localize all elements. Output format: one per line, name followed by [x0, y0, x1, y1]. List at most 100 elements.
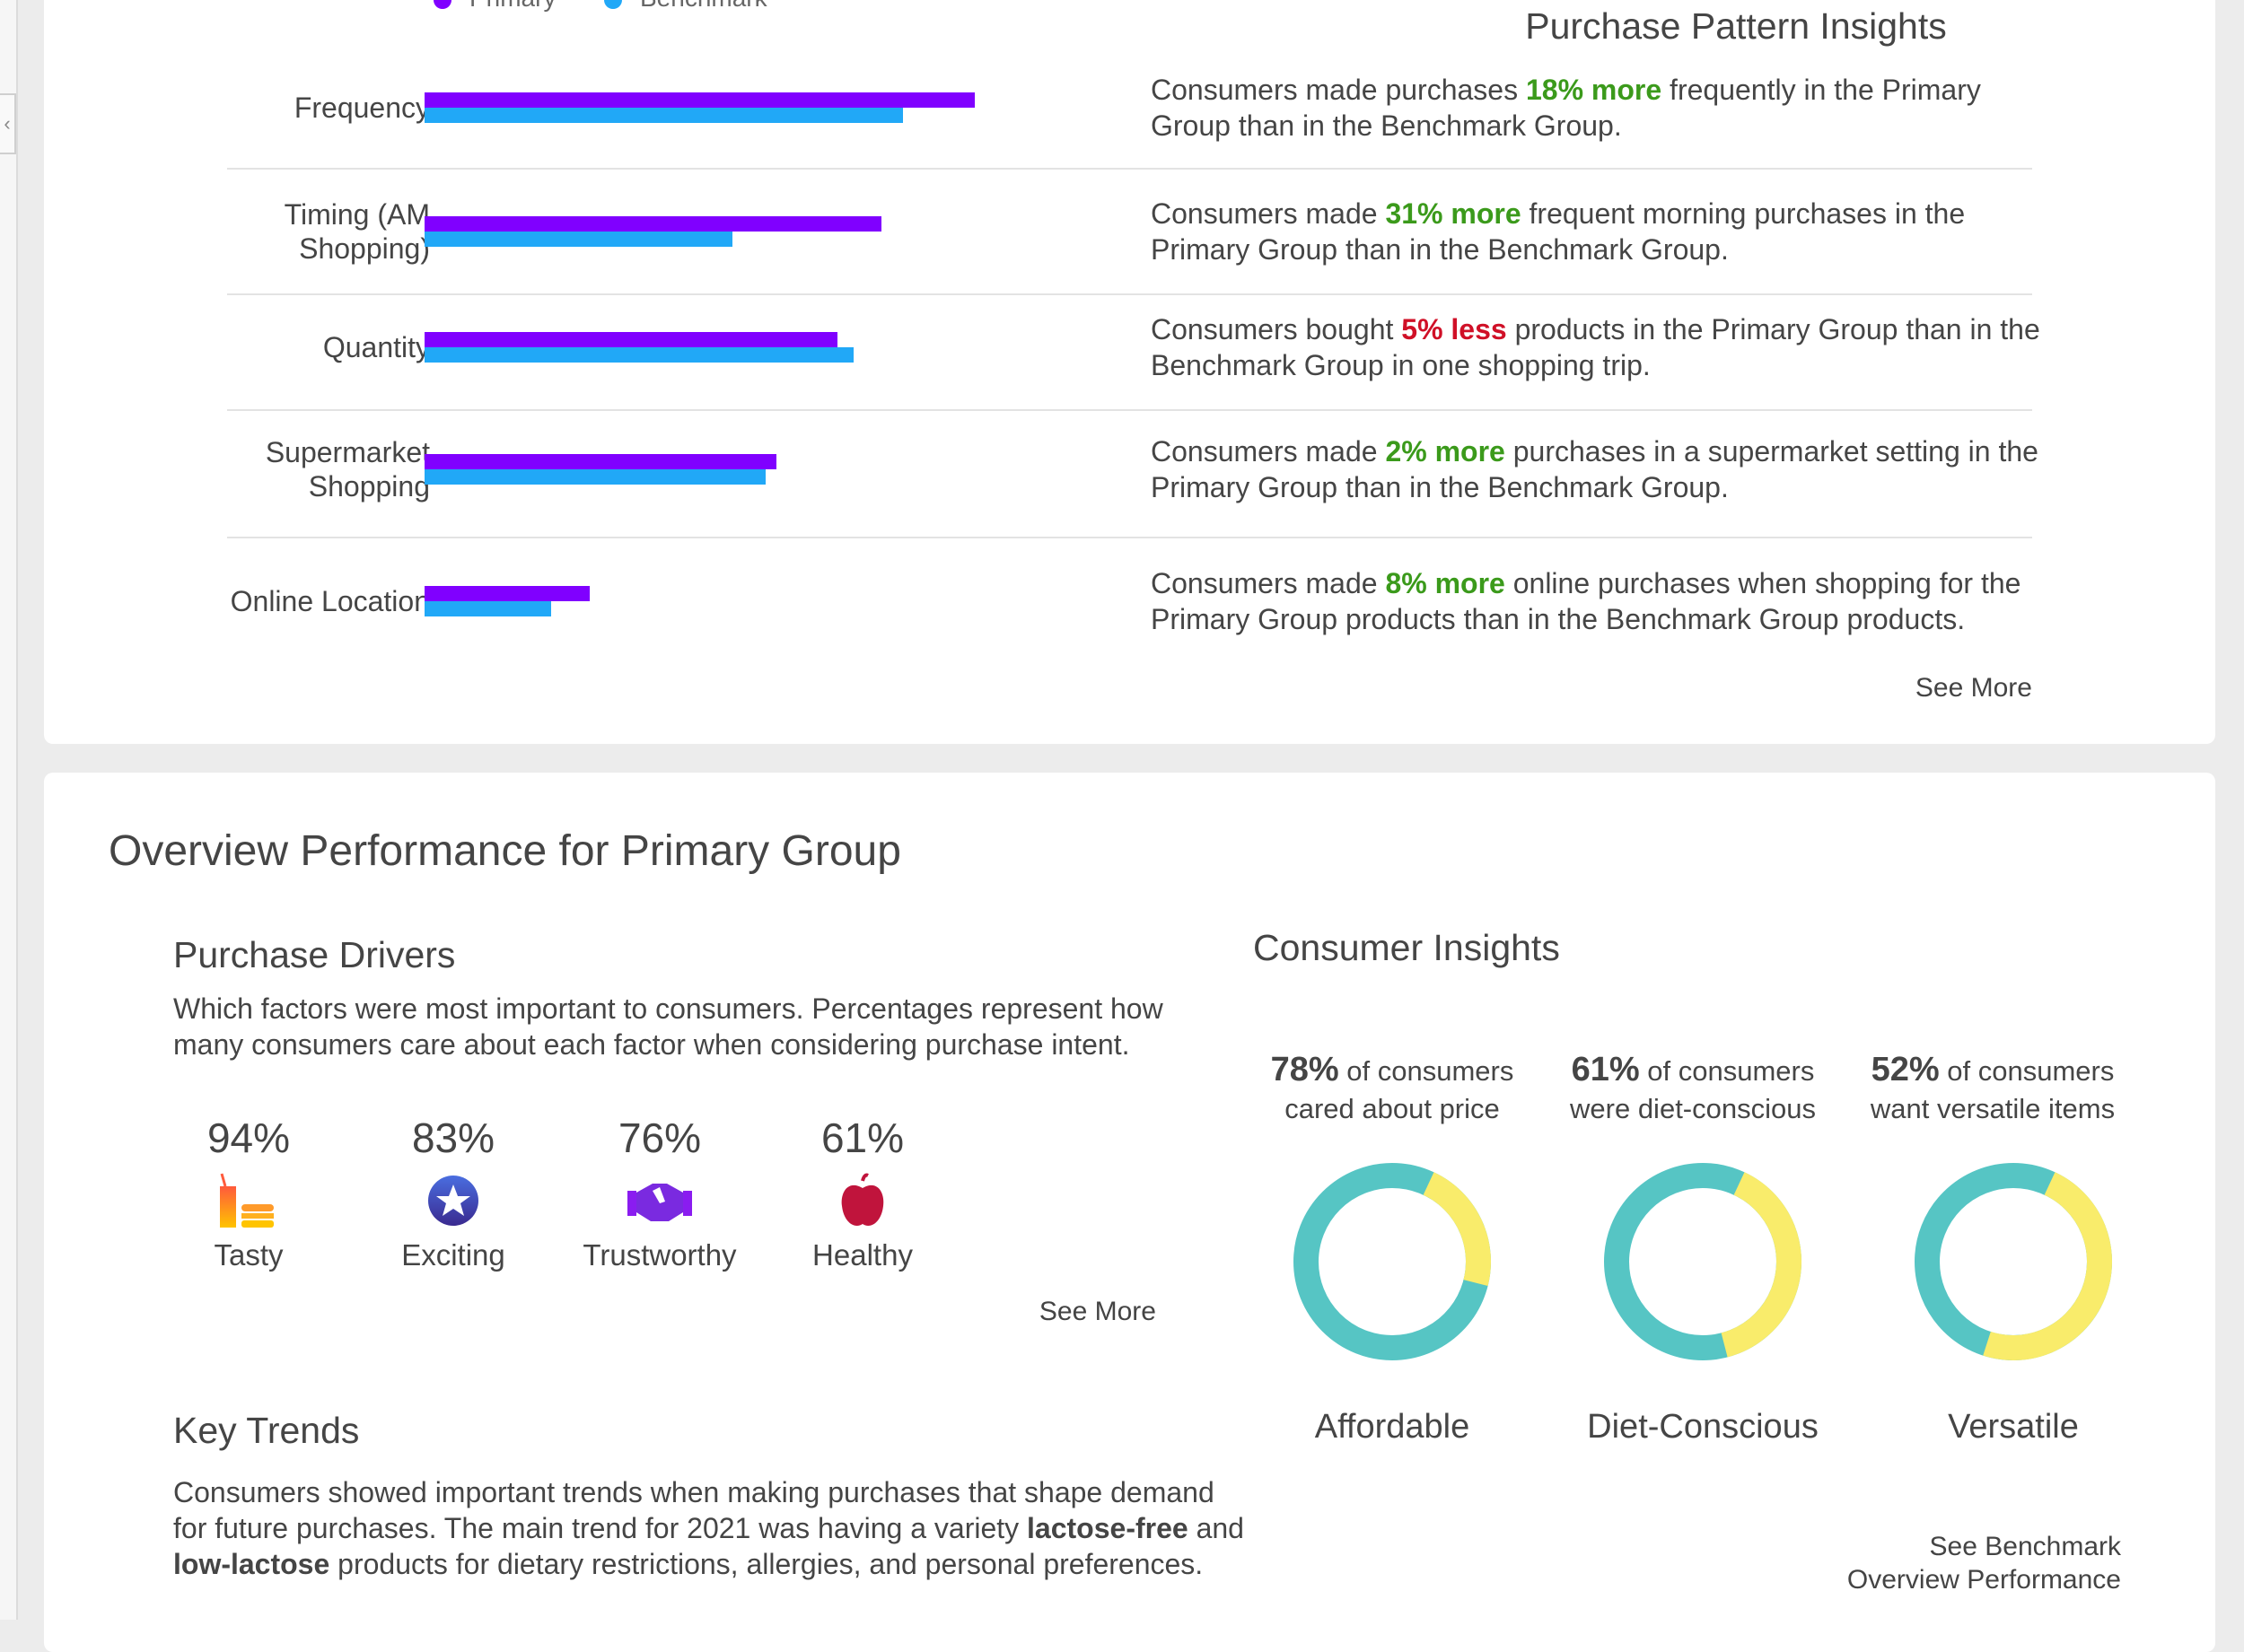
trends-text-3: products for dietary restrictions, aller… [329, 1548, 1204, 1580]
insight-pre: Consumers made [1151, 567, 1386, 599]
apple-icon [773, 1169, 952, 1232]
consumer-insights-title: Consumer Insights [1253, 927, 1560, 968]
donut-chart [1604, 1163, 1801, 1360]
insight-label: Versatile [1948, 1408, 2079, 1446]
bar-benchmark [425, 108, 904, 123]
driver-label: Trustworthy [583, 1238, 737, 1272]
insight-highlight: 5% less [1401, 313, 1507, 345]
overview-card: Overview Performance for Primary Group P… [44, 773, 2215, 1652]
insight-post: frequent morning purchases in the Primar… [1151, 197, 1966, 266]
insight-heading: 52% of consumers want versatile items [1849, 1051, 2136, 1128]
bar-benchmark [425, 347, 855, 363]
insight-pre: Consumers made purchases [1151, 74, 1526, 106]
legend-primary: Primary [469, 0, 556, 13]
purchase-pattern-card: Primary Benchmark Purchase Pattern Insig… [44, 0, 2215, 744]
insight-text-1: of consumers [1639, 1055, 1815, 1087]
bar-label: Timing (AM Shopping) [284, 198, 430, 265]
purchase-drivers-description: Which factors were most important to con… [173, 992, 1163, 1061]
driver-exciting: 83% Exciting [364, 1115, 543, 1273]
insight-text: Consumers made 8% more online purchases … [1151, 565, 2057, 637]
driver-percent: 76% [618, 1114, 702, 1161]
insight-label: Affordable [1314, 1408, 1470, 1446]
insight-post: frequently in the Primary Group than in … [1151, 74, 1981, 142]
bar-label: Online Location [230, 585, 430, 617]
driver-healthy: 61% Healthy [773, 1115, 952, 1273]
star-badge-icon [364, 1169, 543, 1232]
legend-primary-dot [434, 0, 451, 9]
donut-rest-segment [1293, 1163, 1491, 1360]
row-divider [227, 409, 2032, 411]
bar-label: Frequency [294, 92, 430, 124]
insight-text: Consumers made 31% more frequent morning… [1151, 196, 2057, 267]
key-trends-title: Key Trends [173, 1410, 360, 1451]
donut-chart [1915, 1163, 2112, 1360]
donut-rest-segment [1604, 1163, 1801, 1360]
driver-percent: 61% [820, 1114, 905, 1161]
left-sidebar-strip [0, 0, 18, 1620]
bar-benchmark [425, 232, 733, 247]
legend-benchmark-dot [604, 0, 622, 9]
driver-trustworthy: 76% Trustworthy [570, 1115, 749, 1273]
insight-pre: Consumers made [1151, 197, 1386, 230]
driver-tasty: 94% Tasty [159, 1115, 338, 1273]
bar-benchmark [425, 469, 767, 485]
food-drink-icon [159, 1169, 338, 1232]
trends-bold-low-lactose: low-lactose [173, 1548, 330, 1580]
insight-text: Consumers bought 5% less products in the… [1151, 311, 2057, 383]
handshake-icon [570, 1169, 749, 1232]
pattern-title: Purchase Pattern Insights [1525, 5, 1947, 47]
bar-primary [425, 92, 975, 108]
insight-text-2: cared about price [1284, 1093, 1500, 1124]
insight-percent: 78% [1270, 1051, 1339, 1088]
insight-heading: 61% of consumers were diet-conscious [1549, 1051, 1836, 1128]
bar-primary [425, 586, 590, 601]
insight-text-1: of consumers [1939, 1055, 2115, 1087]
insight-highlight: 31% more [1385, 197, 1521, 230]
donut-chart [1293, 1163, 1491, 1360]
insight-percent: 61% [1571, 1051, 1640, 1088]
trends-bold-lactose-free: lactose-free [1027, 1512, 1188, 1544]
bar-label: Supermarket Shopping [265, 436, 430, 503]
insight-post: online purchases when shopping for the P… [1151, 567, 2021, 635]
insight-highlight: 2% more [1385, 435, 1505, 468]
bar-primary [425, 332, 837, 347]
insight-pre: Consumers bought [1151, 313, 1402, 345]
bar-primary [425, 454, 777, 469]
insight-label: Diet-Conscious [1587, 1408, 1819, 1446]
overview-title: Overview Performance for Primary Group [109, 827, 901, 875]
insight-highlight: 8% more [1385, 567, 1505, 599]
see-more-pattern-link[interactable]: See More [1915, 673, 2032, 703]
driver-label: Exciting [401, 1238, 505, 1272]
bar-primary [425, 216, 881, 232]
insight-post: purchases in a supermarket setting in th… [1151, 435, 2038, 503]
row-divider [227, 293, 2032, 295]
insight-text-1: of consumers [1338, 1055, 1514, 1087]
chevron-left-icon[interactable]: ‹ [0, 93, 16, 154]
insight-percent: 52% [1871, 1051, 1940, 1088]
trends-text-1: Consumers showed important trends when m… [173, 1476, 1214, 1544]
key-trends-text: Consumers showed important trends when m… [173, 1474, 1250, 1582]
legend-benchmark: Benchmark [640, 0, 767, 13]
insight-pre: Consumers made [1151, 435, 1386, 468]
row-divider [227, 537, 2032, 538]
insight-heading: 78% of consumers cared about price [1249, 1051, 1536, 1128]
see-benchmark-overview-link[interactable]: See Benchmark Overview Performance [1847, 1530, 2121, 1596]
see-more-drivers-link[interactable]: See More [1039, 1297, 1156, 1326]
link-line-2: Overview Performance [1846, 1565, 2121, 1595]
link-line-1: See Benchmark [1929, 1532, 2121, 1561]
trends-text-2: and [1188, 1512, 1244, 1544]
insight-post: products in the Primary Group than in th… [1151, 313, 2040, 381]
insight-text-2: were diet-conscious [1570, 1093, 1816, 1124]
insight-text-2: want versatile items [1870, 1093, 2116, 1124]
driver-label: Tasty [214, 1238, 284, 1272]
driver-percent: 83% [411, 1114, 495, 1161]
driver-percent: 94% [206, 1114, 291, 1161]
row-divider [227, 168, 2032, 170]
purchase-drivers-title: Purchase Drivers [173, 934, 456, 975]
bar-label: Quantity [322, 331, 430, 363]
insight-text: Consumers made 2% more purchases in a su… [1151, 433, 2057, 505]
insight-text: Consumers made purchases 18% more freque… [1151, 72, 2057, 144]
driver-label: Healthy [812, 1238, 913, 1272]
bar-benchmark [425, 601, 551, 616]
insight-highlight: 18% more [1525, 74, 1662, 106]
